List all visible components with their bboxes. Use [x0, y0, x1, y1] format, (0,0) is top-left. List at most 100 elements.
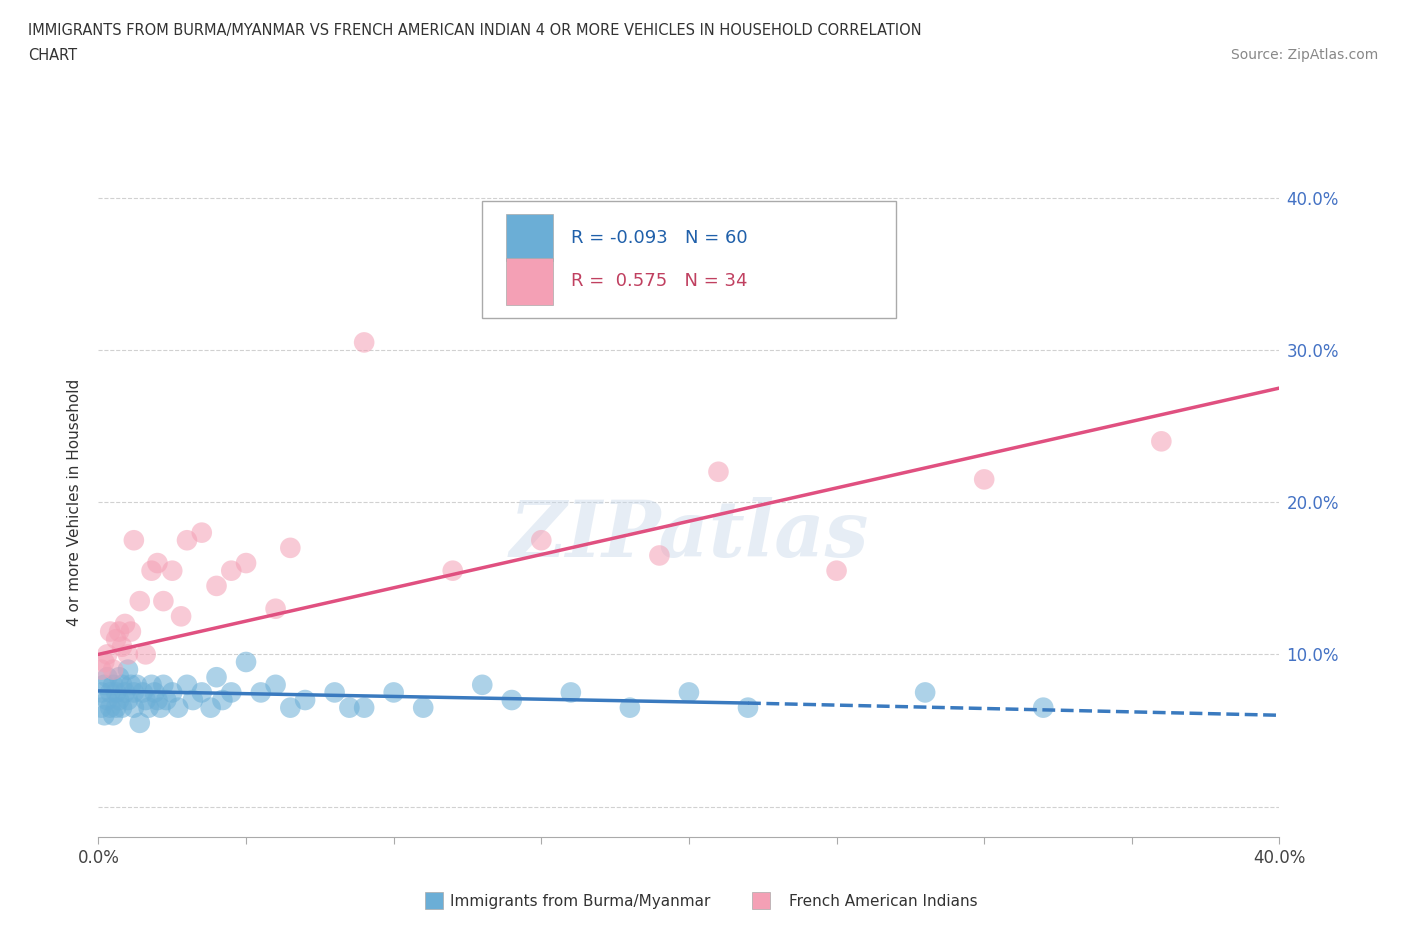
Y-axis label: 4 or more Vehicles in Household: 4 or more Vehicles in Household — [67, 379, 83, 626]
Point — [191, 525, 214, 540]
Point — [98, 624, 121, 639]
Point — [93, 655, 115, 670]
Point — [176, 677, 198, 692]
Point — [103, 708, 125, 723]
Point — [250, 685, 273, 700]
Point — [141, 564, 163, 578]
Point — [264, 677, 287, 692]
Point — [120, 677, 142, 692]
Point — [98, 700, 121, 715]
Point — [155, 693, 177, 708]
Point — [181, 693, 204, 708]
Point — [382, 685, 405, 700]
Point — [152, 677, 174, 692]
Point — [323, 685, 346, 700]
Text: Source: ZipAtlas.com: Source: ZipAtlas.com — [1230, 48, 1378, 62]
Point — [501, 693, 523, 708]
Point — [117, 647, 139, 662]
Text: ZIPatlas: ZIPatlas — [509, 498, 869, 574]
Point — [825, 564, 848, 578]
Text: R =  0.575   N = 34: R = 0.575 N = 34 — [571, 272, 748, 290]
Point — [648, 548, 671, 563]
Point — [122, 533, 145, 548]
Point — [117, 662, 139, 677]
Point — [294, 693, 316, 708]
Point — [96, 670, 118, 684]
Point — [114, 617, 136, 631]
Point — [141, 677, 163, 692]
Point — [105, 700, 128, 715]
Point — [973, 472, 995, 486]
Point — [737, 700, 759, 715]
Point — [152, 593, 174, 608]
Point — [264, 602, 287, 617]
Point — [98, 685, 121, 700]
Point — [191, 685, 214, 700]
Point — [90, 700, 112, 715]
Point — [149, 700, 172, 715]
Point — [353, 335, 375, 350]
Text: French American Indians: French American Indians — [789, 894, 977, 909]
Point — [1150, 434, 1173, 449]
Point — [111, 677, 134, 692]
Point — [914, 685, 936, 700]
Bar — [506, 214, 553, 261]
Point — [278, 540, 302, 555]
Point — [143, 685, 166, 700]
Point — [678, 685, 700, 700]
Point — [707, 464, 730, 479]
Point — [108, 693, 131, 708]
Point — [122, 700, 145, 715]
Point — [128, 715, 150, 730]
Point — [90, 685, 112, 700]
Bar — [506, 258, 553, 305]
Point — [560, 685, 582, 700]
Point — [219, 564, 242, 578]
Point — [93, 708, 115, 723]
Point — [90, 662, 112, 677]
Point — [108, 670, 131, 684]
Point — [103, 662, 125, 677]
Point — [471, 677, 494, 692]
Point — [205, 578, 228, 593]
Point — [278, 700, 302, 715]
FancyBboxPatch shape — [482, 201, 896, 318]
Point — [530, 533, 553, 548]
Point — [135, 693, 157, 708]
Text: Immigrants from Burma/Myanmar: Immigrants from Burma/Myanmar — [450, 894, 710, 909]
Point — [138, 700, 160, 715]
Point — [146, 555, 169, 570]
Point — [111, 700, 134, 715]
Point — [146, 693, 169, 708]
Point — [162, 564, 183, 578]
Point — [167, 700, 190, 715]
Point — [128, 593, 150, 608]
Point — [162, 685, 183, 700]
Point — [235, 555, 257, 570]
Point — [105, 631, 128, 646]
Point — [135, 647, 157, 662]
Point — [219, 685, 242, 700]
Point — [103, 677, 125, 692]
Point — [441, 564, 464, 578]
Point — [176, 533, 198, 548]
Point — [108, 624, 131, 639]
Point — [200, 700, 222, 715]
Point — [114, 685, 136, 700]
Point — [235, 655, 257, 670]
Point — [205, 670, 228, 684]
Point — [117, 693, 139, 708]
Point — [105, 685, 128, 700]
Text: CHART: CHART — [28, 48, 77, 63]
Point — [339, 700, 360, 715]
Point — [96, 693, 118, 708]
Point — [619, 700, 641, 715]
Point — [93, 677, 115, 692]
Point — [122, 685, 145, 700]
Point — [170, 609, 193, 624]
Point — [132, 685, 155, 700]
Point — [211, 693, 233, 708]
Text: R = -0.093   N = 60: R = -0.093 N = 60 — [571, 229, 748, 246]
Point — [120, 624, 142, 639]
Point — [111, 639, 134, 654]
